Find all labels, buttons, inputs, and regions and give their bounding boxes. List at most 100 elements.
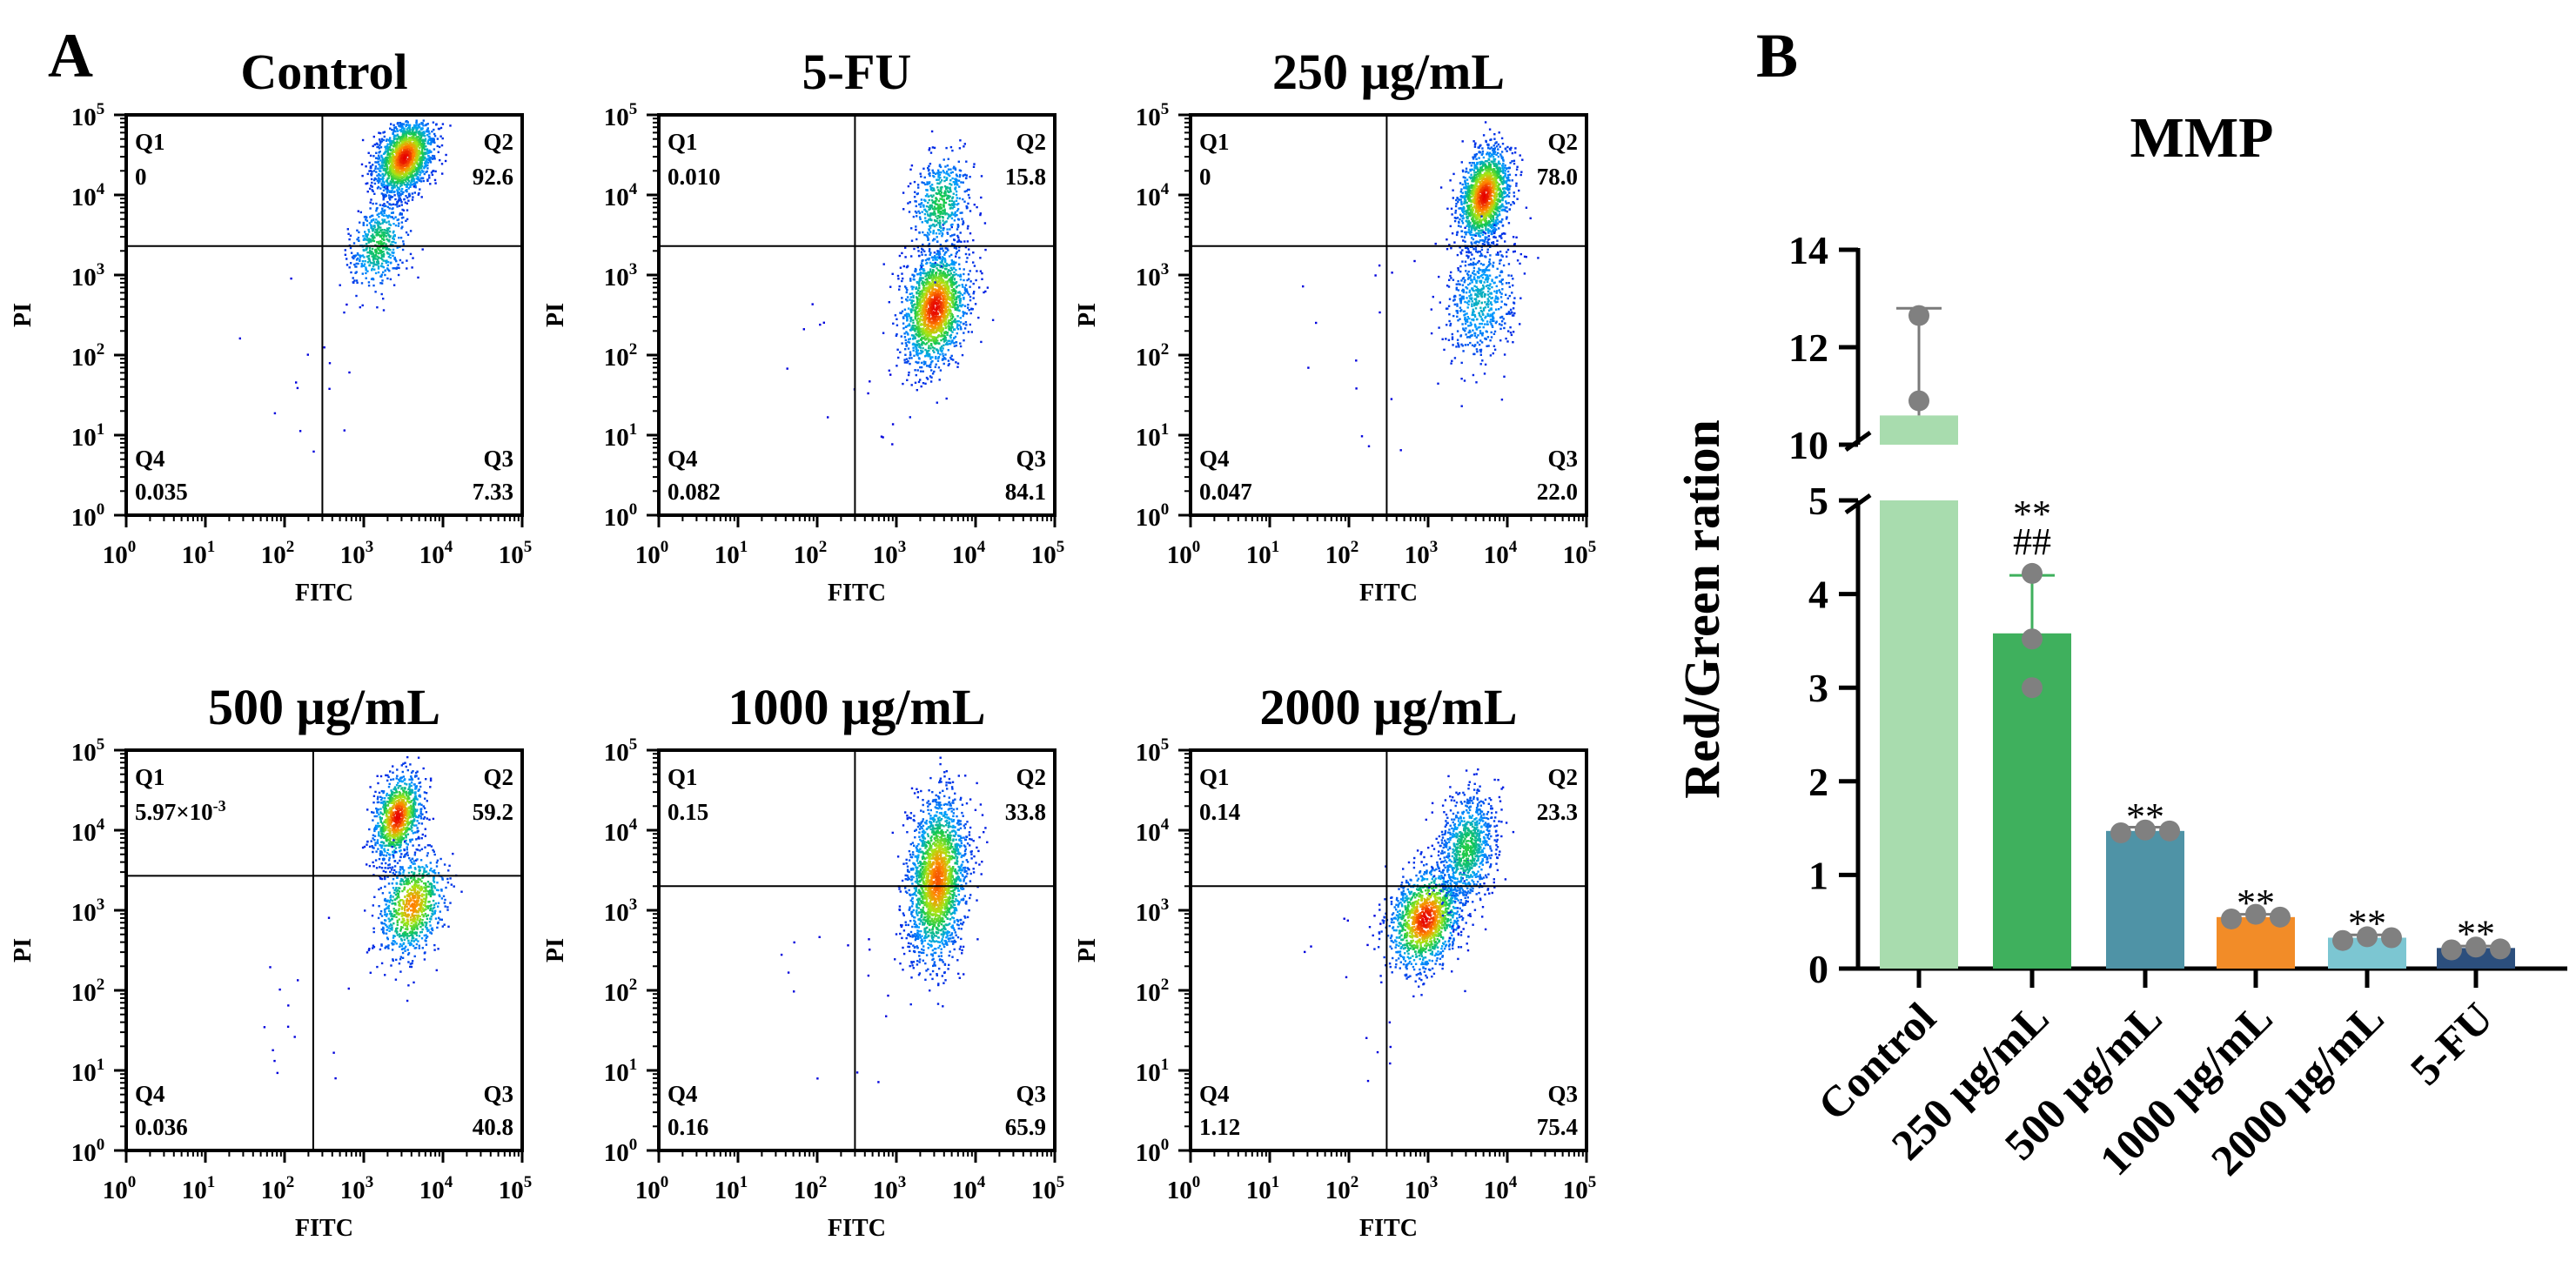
event-dot	[380, 138, 384, 140]
event-dot	[923, 302, 926, 305]
event-dot	[932, 275, 935, 278]
event-dot	[929, 329, 932, 332]
event-dot	[940, 311, 943, 313]
event-dot	[378, 170, 381, 172]
event-dot	[424, 148, 426, 151]
event-dot	[413, 128, 415, 131]
event-dot	[929, 147, 931, 150]
event-dot	[919, 318, 922, 320]
event-dot	[909, 308, 913, 311]
event-dot	[972, 238, 975, 242]
event-dot	[945, 281, 948, 285]
event-dot	[379, 174, 382, 177]
event-dot	[328, 362, 332, 365]
event-dot	[355, 258, 359, 261]
event-dot	[928, 312, 931, 314]
quadrant-name: Q1	[135, 129, 165, 155]
event-dot	[950, 296, 953, 298]
event-dot	[400, 164, 403, 166]
event-dot	[954, 308, 956, 311]
event-dot	[928, 242, 931, 245]
event-dot	[372, 135, 375, 138]
event-dot	[904, 256, 907, 258]
event-dot	[919, 366, 922, 369]
event-dot	[906, 296, 909, 298]
event-dot	[916, 215, 918, 218]
event-dot	[931, 196, 934, 198]
event-dot	[377, 154, 380, 157]
event-dot	[954, 167, 956, 170]
event-dot	[392, 191, 395, 194]
event-dot	[412, 257, 414, 259]
event-dot	[424, 156, 426, 159]
event-dot	[951, 177, 954, 180]
tick-label-base: 10	[635, 541, 661, 569]
event-dot	[393, 256, 396, 259]
y-axis-label: PI	[10, 303, 37, 327]
event-dot	[926, 342, 929, 345]
event-dot	[945, 319, 948, 321]
event-dot	[378, 156, 381, 159]
event-dot	[395, 184, 398, 187]
event-dot	[323, 346, 325, 349]
event-dot	[382, 233, 385, 236]
event-dot	[942, 316, 944, 319]
tick-label-base: 10	[419, 541, 445, 569]
event-dot	[368, 187, 372, 190]
event-dot	[905, 298, 908, 301]
event-dot	[967, 304, 969, 306]
event-dot	[951, 297, 954, 299]
event-dot	[939, 204, 942, 206]
event-dot	[410, 147, 413, 150]
event-dot	[936, 219, 938, 223]
event-dot	[364, 259, 366, 263]
event-dot	[1453, 217, 1457, 219]
event-dot	[930, 303, 934, 305]
event-dot	[396, 160, 399, 164]
event-dot	[912, 275, 916, 278]
event-dot	[350, 271, 352, 274]
event-dot	[388, 194, 391, 197]
event-dot	[439, 135, 442, 138]
event-dot	[375, 222, 379, 225]
event-dot	[412, 136, 414, 138]
y-tick-label: 105	[604, 100, 638, 131]
tick-label-base: 10	[71, 344, 97, 372]
event-dot	[392, 180, 394, 183]
event-dot	[419, 160, 422, 163]
event-dot	[935, 280, 937, 283]
event-dot	[409, 175, 412, 178]
event-dot	[928, 282, 931, 285]
event-dot	[379, 249, 382, 252]
event-dot	[413, 179, 415, 182]
event-dot	[901, 342, 903, 345]
event-dot	[349, 246, 352, 250]
event-dot	[399, 154, 402, 157]
event-dot	[390, 216, 392, 218]
event-dot	[404, 155, 406, 158]
event-dot	[914, 327, 917, 331]
tick-label-base: 10	[794, 541, 819, 569]
event-dot	[385, 248, 387, 251]
event-dot	[390, 123, 392, 125]
event-dot	[433, 158, 436, 160]
event-dot	[956, 326, 959, 329]
event-dot	[935, 191, 937, 195]
event-dot	[910, 311, 913, 313]
event-dot	[352, 254, 355, 258]
event-dot	[942, 305, 944, 307]
event-dot	[948, 320, 950, 323]
event-dot	[961, 353, 964, 357]
event-dot	[963, 298, 965, 300]
event-dot	[393, 156, 396, 158]
event-dot	[374, 272, 378, 275]
event-dot	[945, 311, 948, 314]
event-dot	[386, 221, 388, 224]
event-dot	[385, 169, 387, 171]
event-dot	[930, 199, 934, 202]
event-dot	[391, 196, 394, 198]
event-dot	[382, 183, 386, 186]
event-dot	[408, 156, 411, 158]
event-dot	[955, 273, 957, 276]
event-dot	[917, 322, 920, 325]
